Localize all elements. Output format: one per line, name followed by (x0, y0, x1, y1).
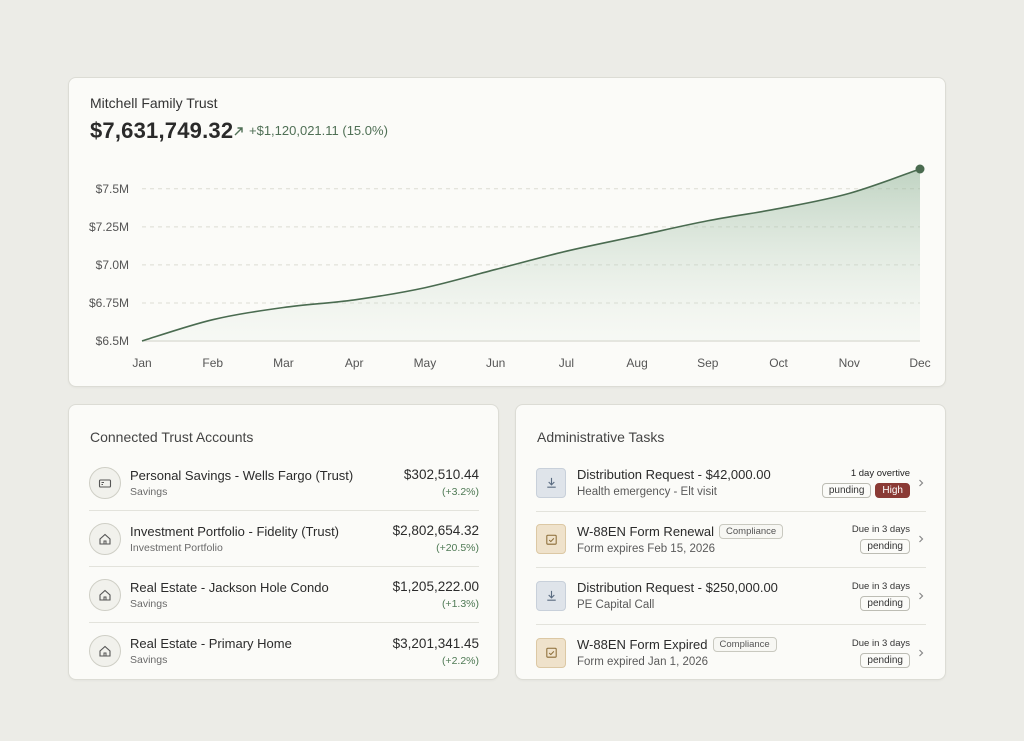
status-badge: pending (860, 652, 910, 668)
chevron-right-icon[interactable] (916, 591, 926, 601)
priority-badge: High (875, 482, 910, 498)
y-tick-label: $6.5M (96, 334, 129, 348)
account-name: Investment Portfolio - Fidelity (Trust) (130, 523, 340, 539)
home-icon (89, 578, 121, 611)
admin-tasks-card: Administrative Tasks Distribution Reques… (515, 404, 946, 680)
bank-icon (89, 466, 121, 499)
task-title: Distribution Request - $42,000.00 (577, 467, 771, 483)
account-change: (+20.5%) (436, 542, 479, 554)
task-subtitle: Form expires Feb 15, 2026 (577, 542, 716, 555)
calendar-check-icon (536, 637, 566, 668)
download-icon (536, 467, 566, 498)
status-badge: punding (821, 482, 872, 498)
x-tick-label: Sep (697, 356, 719, 370)
chevron-right-icon[interactable] (916, 648, 926, 658)
task-due: Due in 3 days (851, 637, 910, 649)
task-due: 1 day overtive (850, 467, 910, 479)
task-row[interactable]: W-88EN Form Expired Compliance Form expi… (536, 625, 926, 682)
task-title: W-88EN Form Renewal (577, 523, 715, 539)
latest-point-marker[interactable] (915, 164, 925, 174)
y-tick-label: $7.0M (96, 258, 129, 272)
trust-total-value: $7,631,749.32 (90, 118, 234, 143)
calendar-check-icon (536, 524, 566, 555)
y-tick-label: $6.75M (89, 296, 129, 310)
x-tick-label: May (414, 356, 437, 370)
account-type: Savings (130, 654, 168, 666)
trust-change-label: +$1,120,021.11 (15.0%) (249, 123, 388, 138)
task-due: Due in 3 days (851, 524, 910, 536)
task-row[interactable]: W-88EN Form Renewal Compliance Form expi… (536, 512, 926, 568)
chevron-right-icon[interactable] (916, 478, 926, 488)
x-tick-label: Jun (486, 356, 505, 370)
account-name: Real Estate - Jackson Hole Condo (130, 579, 329, 595)
portfolio-area-chart: $6.5M $6.75M $7.0M $7.25M $7.5M Jan Feb Mar Apr M… (89, 164, 931, 370)
x-tick-label: Feb (202, 356, 223, 370)
account-balance: $302,510.44 (403, 467, 479, 482)
status-badge: pending (860, 539, 910, 555)
account-type: Investment Portfolio (130, 541, 223, 554)
account-row[interactable]: Personal Savings - Wells Fargo (Trust) S… (89, 455, 479, 511)
task-due: Due in 3 days (851, 580, 910, 592)
trust-change: +$1,120,021.11 (15.0%) (233, 123, 388, 138)
account-type: Savings (130, 597, 168, 610)
status-badge: pending (860, 595, 910, 611)
x-tick-label: Aug (626, 356, 647, 370)
x-tick-label: Jul (559, 356, 574, 370)
task-subtitle: Health emergency - Elt visit (577, 486, 717, 499)
account-row[interactable]: Real Estate - Primary Home Savings $3,20… (89, 623, 479, 679)
chevron-right-icon[interactable] (916, 534, 926, 544)
account-change: (+1.3%) (441, 598, 479, 610)
download-icon (536, 580, 566, 611)
x-tick-label: Jan (132, 356, 151, 370)
x-tick-label: Mar (273, 356, 294, 370)
trust-name: Mitchell Family Trust (90, 95, 218, 111)
compliance-tag: Compliance (712, 637, 777, 653)
tasks-title: Administrative Tasks (537, 429, 665, 445)
portfolio-chart-card: Mitchell Family Trust $7,631,749.32 +$1,… (68, 77, 946, 387)
task-subtitle: Form expired Jan 1, 2026 (577, 656, 709, 669)
account-change: (+2.2%) (441, 654, 479, 667)
account-balance: $2,802,654.32 (392, 523, 479, 538)
x-tick-label: Apr (345, 356, 364, 370)
series-line (141, 168, 921, 342)
task-row[interactable]: Distribution Request - $42,000.00 Health… (536, 455, 926, 512)
task-title: Distribution Request - $250,000.00 (577, 580, 778, 596)
connected-accounts-card: Connected Trust Accounts Personal Saving… (68, 404, 499, 680)
compliance-tag: Compliance (719, 523, 784, 539)
account-type: Savings (130, 485, 168, 498)
trend-up-icon (234, 126, 243, 135)
home-icon (89, 635, 121, 667)
task-title: W-88EN Form Expired (577, 637, 708, 653)
account-balance: $1,205,222.00 (392, 579, 479, 594)
home-icon (89, 522, 121, 555)
task-subtitle: PE Capital Call (577, 599, 655, 612)
x-tick-label: Dec (909, 356, 930, 370)
x-tick-label: Nov (839, 356, 860, 370)
y-tick-label: $7.5M (96, 182, 129, 196)
account-name: Real Estate - Primary Home (130, 636, 292, 651)
task-row[interactable]: Distribution Request - $250,000.00 PE Ca… (536, 568, 926, 625)
series-area (142, 169, 920, 341)
account-name: Personal Savings - Wells Fargo (Trust) (130, 467, 354, 483)
tasks-list: Distribution Request - $42,000.00 Health… (536, 455, 926, 681)
account-row[interactable]: Investment Portfolio - Fidelity (Trust) … (89, 511, 479, 567)
account-change: (+3.2%) (441, 486, 479, 498)
account-balance: $3,201,341.45 (392, 635, 479, 651)
accounts-list: Personal Savings - Wells Fargo (Trust) S… (89, 455, 479, 679)
y-tick-label: $7.25M (89, 220, 129, 234)
x-tick-label: Oct (769, 356, 788, 370)
account-row[interactable]: Real Estate - Jackson Hole Condo Savings… (89, 567, 479, 623)
accounts-title: Connected Trust Accounts (90, 429, 254, 445)
